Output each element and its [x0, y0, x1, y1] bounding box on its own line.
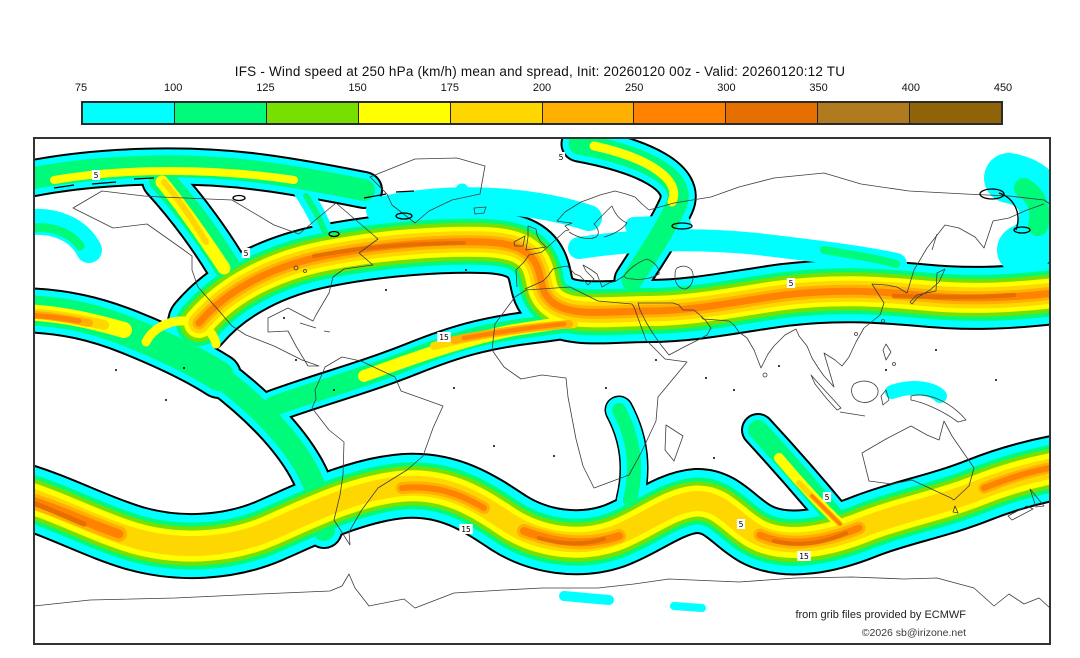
spread-contour-fragments [53, 177, 1031, 459]
colorbar-tick-label: 300 [717, 82, 736, 94]
contour-label-box [91, 170, 101, 180]
map-frame: 5 5 5 5 15 15 5 15 5 [33, 137, 1051, 645]
colorbar-tick-label: 200 [532, 82, 552, 94]
contour-label: 15 [799, 552, 809, 561]
colorbar-segment [909, 103, 1002, 123]
contour-label-box [822, 492, 832, 502]
contour-label: 15 [461, 525, 471, 534]
colorbar-tick-label: 75 [74, 82, 88, 94]
wind-band-dark-orange [34, 241, 1017, 546]
contour-label: 5 [789, 279, 794, 288]
page-title: IFS - Wind speed at 250 hPa (km/h) mean … [234, 64, 846, 79]
contour-label: 5 [244, 249, 249, 258]
colorbar-tick-label: 175 [440, 82, 459, 94]
contour-label-box [459, 524, 473, 534]
colorbar-ticks: 75 100 125 150 175 200 250 300 350 400 450 [0, 82, 1080, 96]
contour-label: 5 [559, 153, 564, 162]
colorbar-tick-label: 125 [256, 82, 275, 94]
colorbar-segment [817, 103, 910, 123]
colorbar-tick-label: 150 [348, 82, 367, 94]
coastlines [34, 157, 1050, 609]
colorbar-segment [173, 103, 266, 123]
contour-label: 5 [825, 493, 830, 502]
colorbar-tick-label: 350 [809, 82, 828, 94]
colorbar-segment [357, 103, 450, 123]
colorbar-tick-label: 450 [993, 82, 1013, 94]
contour-label-box [437, 332, 451, 342]
colorbar-tick-label: 100 [164, 82, 183, 94]
contour-label: 15 [439, 333, 449, 342]
colorbar-segment [83, 103, 174, 123]
attribution-source: from grib files provided by ECMWF [795, 609, 966, 621]
world-map: 5 5 5 5 15 15 5 15 5 [34, 138, 1050, 644]
colorbar-segment [265, 103, 358, 123]
contour-label-box [797, 551, 811, 561]
attribution-copyright: ©2026 sb@irizone.net [861, 627, 966, 639]
contour-label-box [786, 278, 796, 288]
contour-label-box [241, 248, 251, 258]
contour-label-box [736, 519, 746, 529]
colorbar-tick-label: 400 [901, 82, 920, 94]
contour-label-box [556, 152, 566, 162]
colorbar-segment [633, 103, 726, 123]
colorbar-segment [725, 103, 818, 123]
contour-labels: 5 5 5 5 15 15 5 15 5 [91, 152, 832, 561]
contour-label: 5 [94, 171, 99, 180]
colorbar-segment [541, 103, 634, 123]
colorbar-segments [81, 101, 1003, 125]
map-border [34, 138, 1050, 644]
colorbar-tick-label: 250 [625, 82, 644, 94]
colorbar-segment [449, 103, 542, 123]
contour-label: 5 [739, 520, 744, 529]
